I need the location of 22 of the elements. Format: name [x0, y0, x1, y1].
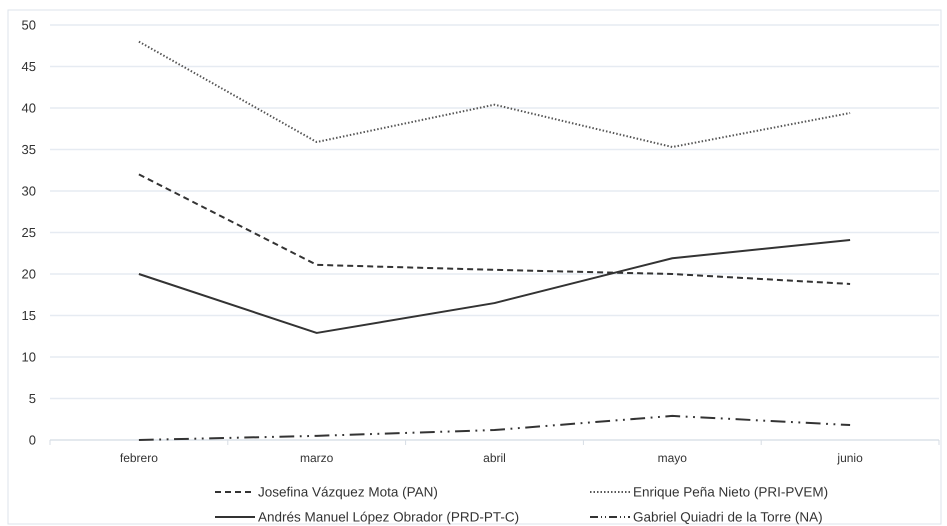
- y-tick-label: 20: [22, 266, 36, 282]
- legend-label: Enrique Peña Nieto (PRI-PVEM): [633, 484, 828, 500]
- x-tick-label: febrero: [120, 451, 158, 465]
- x-tick-label: junio: [836, 451, 864, 465]
- line-series: [138, 414, 852, 441]
- y-tick-label: 15: [22, 308, 36, 324]
- y-tick-label: 50: [22, 18, 36, 33]
- legend-label: Andrés Manuel López Obrador (PRD-PT-C): [258, 510, 520, 525]
- y-tick-label: 10: [22, 350, 36, 365]
- y-tick-label: 40: [22, 100, 36, 116]
- legend-label: Josefina Vázquez Mota (PAN): [258, 484, 438, 500]
- y-tick-label: 5: [28, 391, 36, 406]
- line-series: [138, 40, 852, 148]
- x-tick-label: mayo: [658, 451, 688, 465]
- y-tick-label: 35: [22, 142, 36, 158]
- y-tick-label: 30: [22, 184, 36, 199]
- y-tick-label: 25: [22, 225, 36, 240]
- legend-label: Gabriel Quiadri de la Torre (NA): [633, 510, 823, 525]
- x-tick-label: marzo: [300, 451, 334, 465]
- y-tick-label: 0: [28, 432, 36, 448]
- y-tick-label: 45: [22, 59, 36, 74]
- x-tick-label: abril: [483, 451, 506, 465]
